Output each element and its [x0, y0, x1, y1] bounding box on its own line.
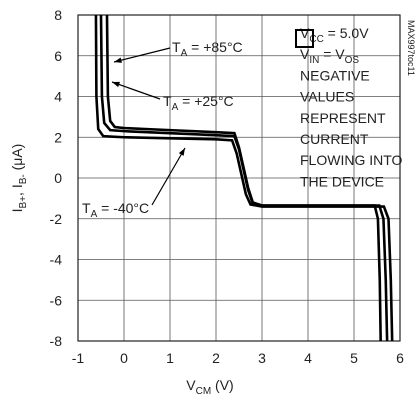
side-label: MAX997toc11 [406, 20, 416, 76]
y-tick-label: 8 [54, 7, 62, 23]
note-line: CURRENT [300, 131, 369, 147]
note-line: VCC = 5.0V [300, 25, 369, 45]
note-line-part: VALUES [300, 89, 354, 105]
series-label-part: T [163, 93, 172, 109]
series-label-part: T [172, 39, 181, 55]
curve [94, 14, 394, 342]
series-label-part: A [172, 102, 179, 113]
series-label-part: T [82, 200, 91, 216]
note-line-part: REPRESENT [300, 110, 386, 126]
y-tick-label: 2 [54, 129, 62, 145]
x-tick-label: 4 [304, 350, 312, 366]
x-axis-label-part: (V) [211, 377, 234, 393]
series-label: TA = -40°C [82, 200, 149, 220]
note-line: NEGATIVE [300, 67, 370, 83]
note-line: VIN = VOS [300, 46, 359, 66]
note-line: THE DEVICE [300, 173, 384, 189]
x-tick-label: 0 [120, 350, 128, 366]
note-line-part: OS [345, 55, 360, 66]
y-tick-label: 6 [54, 48, 62, 64]
y-axis-label-part: I [9, 208, 25, 212]
x-tick-label: 5 [350, 350, 358, 366]
y-axis-label-part: B- [18, 174, 29, 184]
x-axis-label-part: CM [196, 386, 212, 397]
x-axis-label-part: V [186, 377, 196, 393]
series-label: TA = +25°C [163, 93, 234, 113]
y-tick-label: -2 [50, 211, 63, 227]
y-axis-label-part: B+ [18, 196, 29, 209]
y-tick-label: -6 [50, 292, 63, 308]
x-axis-label: VCM (V) [186, 377, 233, 397]
y-tick-label: -4 [50, 252, 63, 268]
label-arrow [113, 47, 171, 63]
note-line-part: THE DEVICE [300, 173, 384, 189]
series-label-part: = +85°C [187, 39, 242, 55]
label-arrow [111, 81, 161, 100]
x-tick-label: 1 [166, 350, 174, 366]
note-line-part: NEGATIVE [300, 67, 370, 83]
arrow-head [114, 57, 122, 63]
y-tick-label: 0 [54, 170, 62, 186]
x-tick-label: 6 [396, 350, 404, 366]
series-label-part: A [91, 209, 98, 220]
note-line: VALUES [300, 89, 354, 105]
series-label-part: A [181, 48, 188, 59]
x-tick-label: 2 [212, 350, 220, 366]
note-line-part: IN [309, 55, 319, 66]
note-box [295, 29, 314, 48]
label-arrow [151, 147, 186, 206]
note-line-part: = 5.0V [324, 25, 369, 41]
y-axis-label-part: , I [9, 184, 25, 196]
arrow-head [178, 148, 185, 156]
note-line: REPRESENT [300, 110, 386, 126]
y-axis-label: IB+, IB- (μA) [9, 144, 29, 213]
note-line-part: CC [309, 34, 323, 45]
note-line-part: V [300, 25, 310, 41]
note-line: FLOWING INTO [300, 152, 403, 168]
x-tick-label: -1 [72, 350, 85, 366]
series-label: TA = +85°C [172, 39, 243, 59]
y-tick-label: 4 [54, 89, 62, 105]
series-label-part: = -40°C [97, 200, 149, 216]
y-tick-label: -8 [50, 333, 63, 349]
x-tick-label: 3 [258, 350, 266, 366]
note-line-part: FLOWING INTO [300, 152, 403, 168]
arrow-head [112, 81, 120, 88]
note-line-part: CURRENT [300, 131, 369, 147]
note-line-part: = V [319, 46, 345, 62]
series-label-part: = +25°C [178, 93, 233, 109]
note-line-part: V [300, 46, 310, 62]
y-axis-label-part: (μA) [9, 144, 25, 175]
plot-frame [77, 14, 401, 342]
